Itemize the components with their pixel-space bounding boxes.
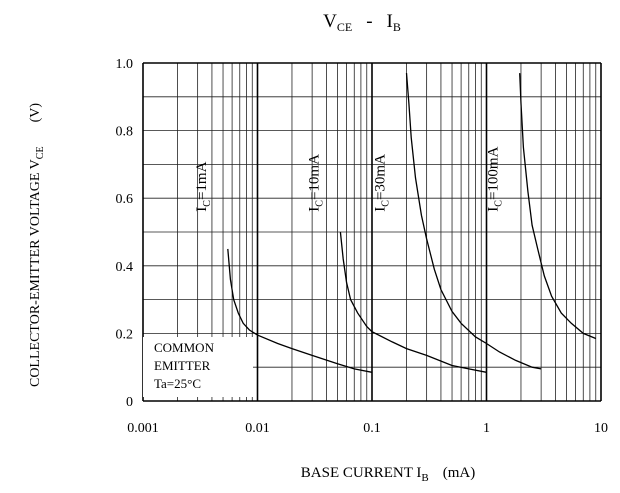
annotation-box — [143, 337, 253, 397]
y-tick-labels: 0 0.2 0.4 0.6 0.8 1.0 — [116, 57, 134, 410]
series-lines — [227, 73, 597, 373]
annotation-line-3: Ta=25°C — [154, 376, 201, 391]
y-tick-label: 0.4 — [116, 260, 134, 275]
x-tick-label: 10 — [594, 421, 608, 436]
series-line-1 — [227, 248, 373, 373]
series-line-2 — [339, 231, 487, 373]
x-tick-label: 1 — [483, 421, 490, 436]
y-tick-label: 0.8 — [116, 125, 134, 140]
y-tick-label: 0 — [126, 395, 133, 410]
series-label-4: IC=100mA — [486, 146, 505, 211]
x-tick-label: 0.1 — [363, 421, 381, 436]
x-axis-label: BASE CURRENT IB (mA) — [301, 465, 475, 484]
y-tick-label: 1.0 — [116, 57, 134, 72]
series-label-2: IC=10mA — [306, 154, 325, 212]
series-label-3: IC=30mA — [373, 154, 392, 212]
series-label-1: IC=1mA — [194, 161, 213, 211]
series-line-3 — [405, 73, 542, 370]
y-tick-label: 0.6 — [116, 192, 134, 207]
annotation-line-2: EMITTER — [154, 358, 211, 373]
annotation: COMMON EMITTER Ta=25°C — [143, 337, 253, 397]
y-tick-label: 0.2 — [116, 327, 134, 342]
annotation-line-1: COMMON — [154, 340, 215, 355]
x-tick-label: 0.01 — [245, 421, 270, 436]
x-tick-labels: 0.001 0.01 0.1 1 10 — [127, 421, 608, 436]
x-tick-label: 0.001 — [127, 421, 159, 436]
y-axis-label: COLLECTOR-EMITTER VOLTAGE VCE(V) — [28, 103, 46, 387]
series-line-4 — [519, 73, 597, 340]
chart-title: VCE - IB — [323, 11, 401, 34]
series-labels: IC=1mA IC=10mA IC=30mA IC=100mA — [194, 146, 505, 211]
